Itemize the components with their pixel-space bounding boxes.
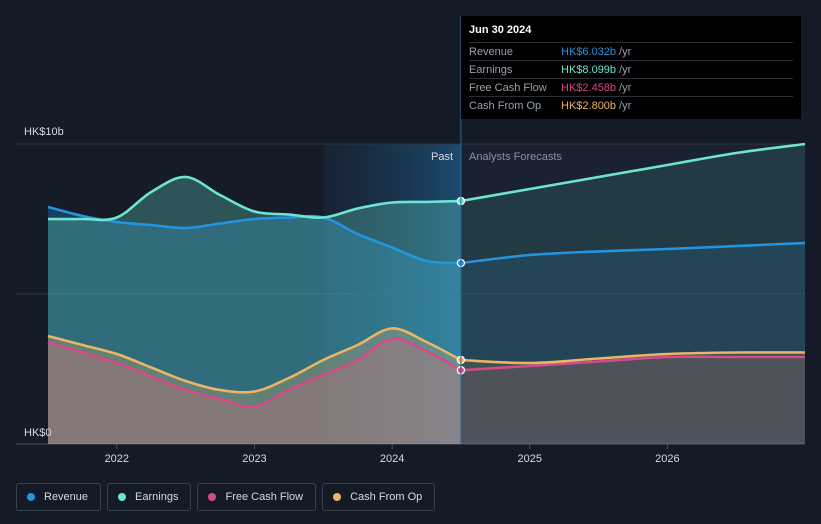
legend-item-revenue[interactable]: Revenue: [16, 483, 102, 511]
free-cash-flow-forecast-area: [460, 356, 805, 444]
x-tick-label: 2026: [655, 453, 679, 465]
y-axis-top-label: HK$10b: [24, 126, 64, 138]
tooltip-series-value: HK$2.800b: [561, 99, 617, 112]
legend-label: Revenue: [44, 491, 89, 503]
legend-label: Earnings: [135, 491, 179, 503]
earnings-forecast-area: [460, 144, 805, 444]
tooltip-unit: /yr: [619, 45, 632, 58]
x-tick-label: 2022: [105, 453, 129, 465]
x-tick-label: 2025: [517, 453, 541, 465]
free-cash-flow-past-area: [48, 338, 461, 444]
x-tick-label: 2023: [242, 453, 266, 465]
gridlines: [16, 143, 805, 445]
legend-label: Cash From Op: [350, 491, 423, 503]
tooltip-unit: /yr: [619, 81, 632, 94]
revenue-past-line: [47, 205, 461, 265]
tooltip-series-name: Revenue: [469, 45, 514, 58]
tooltip-row: Cash From Op HK$2.800b/yr: [469, 96, 793, 114]
earnings-past-line: [47, 175, 461, 222]
tooltip-date: Jun 30 2024: [469, 24, 532, 36]
tooltip-row: Revenue HK$6.032b/yr: [469, 42, 793, 60]
legend-item-cash-from-op[interactable]: Cash From Op: [322, 483, 436, 511]
legend-item-free-cash-flow[interactable]: Free Cash Flow: [197, 483, 317, 511]
revenue-forecast-line: [460, 241, 806, 265]
cash-from-op-forecast-line: [460, 351, 806, 365]
tooltip-series-value: HK$2.458b: [561, 81, 617, 94]
series-lines: [47, 142, 806, 409]
x-axis-ticks: 2022 2023 2024 2025 2026: [105, 444, 680, 465]
revenue-past-area: [48, 207, 461, 444]
y-axis-bottom-label: HK$0: [24, 427, 52, 439]
earnings-forecast-line: [460, 142, 806, 203]
x-tick-label: 2024: [380, 453, 404, 465]
tooltip-unit: /yr: [619, 63, 632, 76]
past-label: Past: [431, 151, 453, 163]
revenue-forecast-area: [460, 243, 805, 444]
free-cash-flow-forecast-line: [460, 355, 805, 372]
forecast-label: Analysts Forecasts: [469, 151, 562, 163]
cash-from-op-forecast-area: [460, 352, 805, 444]
cash-from-op-past-area: [48, 328, 461, 444]
data-tooltip: Jun 30 2024 Revenue HK$6.032b/yr Earnings H…: [461, 16, 801, 119]
tooltip-series-name: Cash From Op: [469, 99, 542, 112]
legend-item-earnings[interactable]: Earnings: [107, 483, 192, 511]
cash-from-op-past-line: [47, 327, 462, 394]
tooltip-row: Earnings HK$8.099b/yr: [469, 60, 793, 78]
legend-label: Free Cash Flow: [225, 491, 304, 503]
tooltip-series-name: Free Cash Flow: [469, 81, 547, 94]
tooltip-row: Free Cash Flow HK$2.458b/yr: [469, 78, 793, 96]
tooltip-unit: /yr: [619, 99, 632, 112]
tooltip-series-value: HK$8.099b: [561, 63, 617, 76]
legend-dot-icon: [118, 493, 127, 501]
free-cash-flow-past-line: [47, 337, 462, 409]
legend-dot-icon: [208, 493, 217, 501]
tooltip-series-value: HK$6.032b: [561, 45, 617, 58]
chart-legend: Revenue Earnings Free Cash Flow Cash From O…: [16, 483, 436, 511]
legend-dot-icon: [27, 493, 35, 501]
legend-dot-icon: [333, 493, 342, 501]
tooltip-series-name: Earnings: [469, 63, 513, 76]
